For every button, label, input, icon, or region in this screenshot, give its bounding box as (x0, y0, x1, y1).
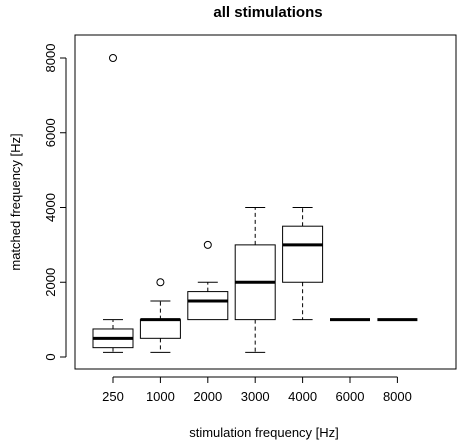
x-axis: 250 1000 2000 3000 4000 6000 8000 (102, 376, 412, 404)
y-tick-label: 6000 (43, 118, 58, 147)
x-axis-label: stimulation frequency [Hz] (189, 425, 339, 440)
chart-title: all stimulations (213, 4, 322, 21)
box-3000 (234, 207, 276, 353)
x-tick-label: 8000 (383, 389, 412, 404)
box-250 (92, 54, 134, 353)
y-tick-label: 4000 (43, 193, 58, 222)
box-iqr (139, 319, 181, 339)
y-tick-label: 8000 (43, 44, 58, 73)
box-iqr (282, 225, 324, 283)
y-tick-label: 0 (43, 353, 58, 360)
plot-frame (74, 34, 457, 370)
outlier-point (109, 54, 117, 62)
box-4000 (282, 207, 324, 321)
x-tick-label: 2000 (193, 389, 222, 404)
outlier-point (203, 240, 212, 249)
x-tick-label: 1000 (146, 389, 175, 404)
box-1000 (139, 278, 181, 353)
box-iqr (187, 291, 229, 321)
y-axis-label: matched frequency [Hz] (8, 133, 23, 270)
x-tick-label: 4000 (288, 389, 317, 404)
box-series (92, 54, 418, 353)
y-tick-label: 2000 (43, 268, 58, 297)
y-axis: 0 2000 4000 6000 8000 (43, 44, 67, 361)
x-tick-label: 3000 (241, 389, 270, 404)
outlier-point (156, 278, 165, 287)
box-2000 (187, 240, 229, 321)
x-tick-label: 6000 (336, 389, 365, 404)
x-tick-label: 250 (102, 389, 124, 404)
